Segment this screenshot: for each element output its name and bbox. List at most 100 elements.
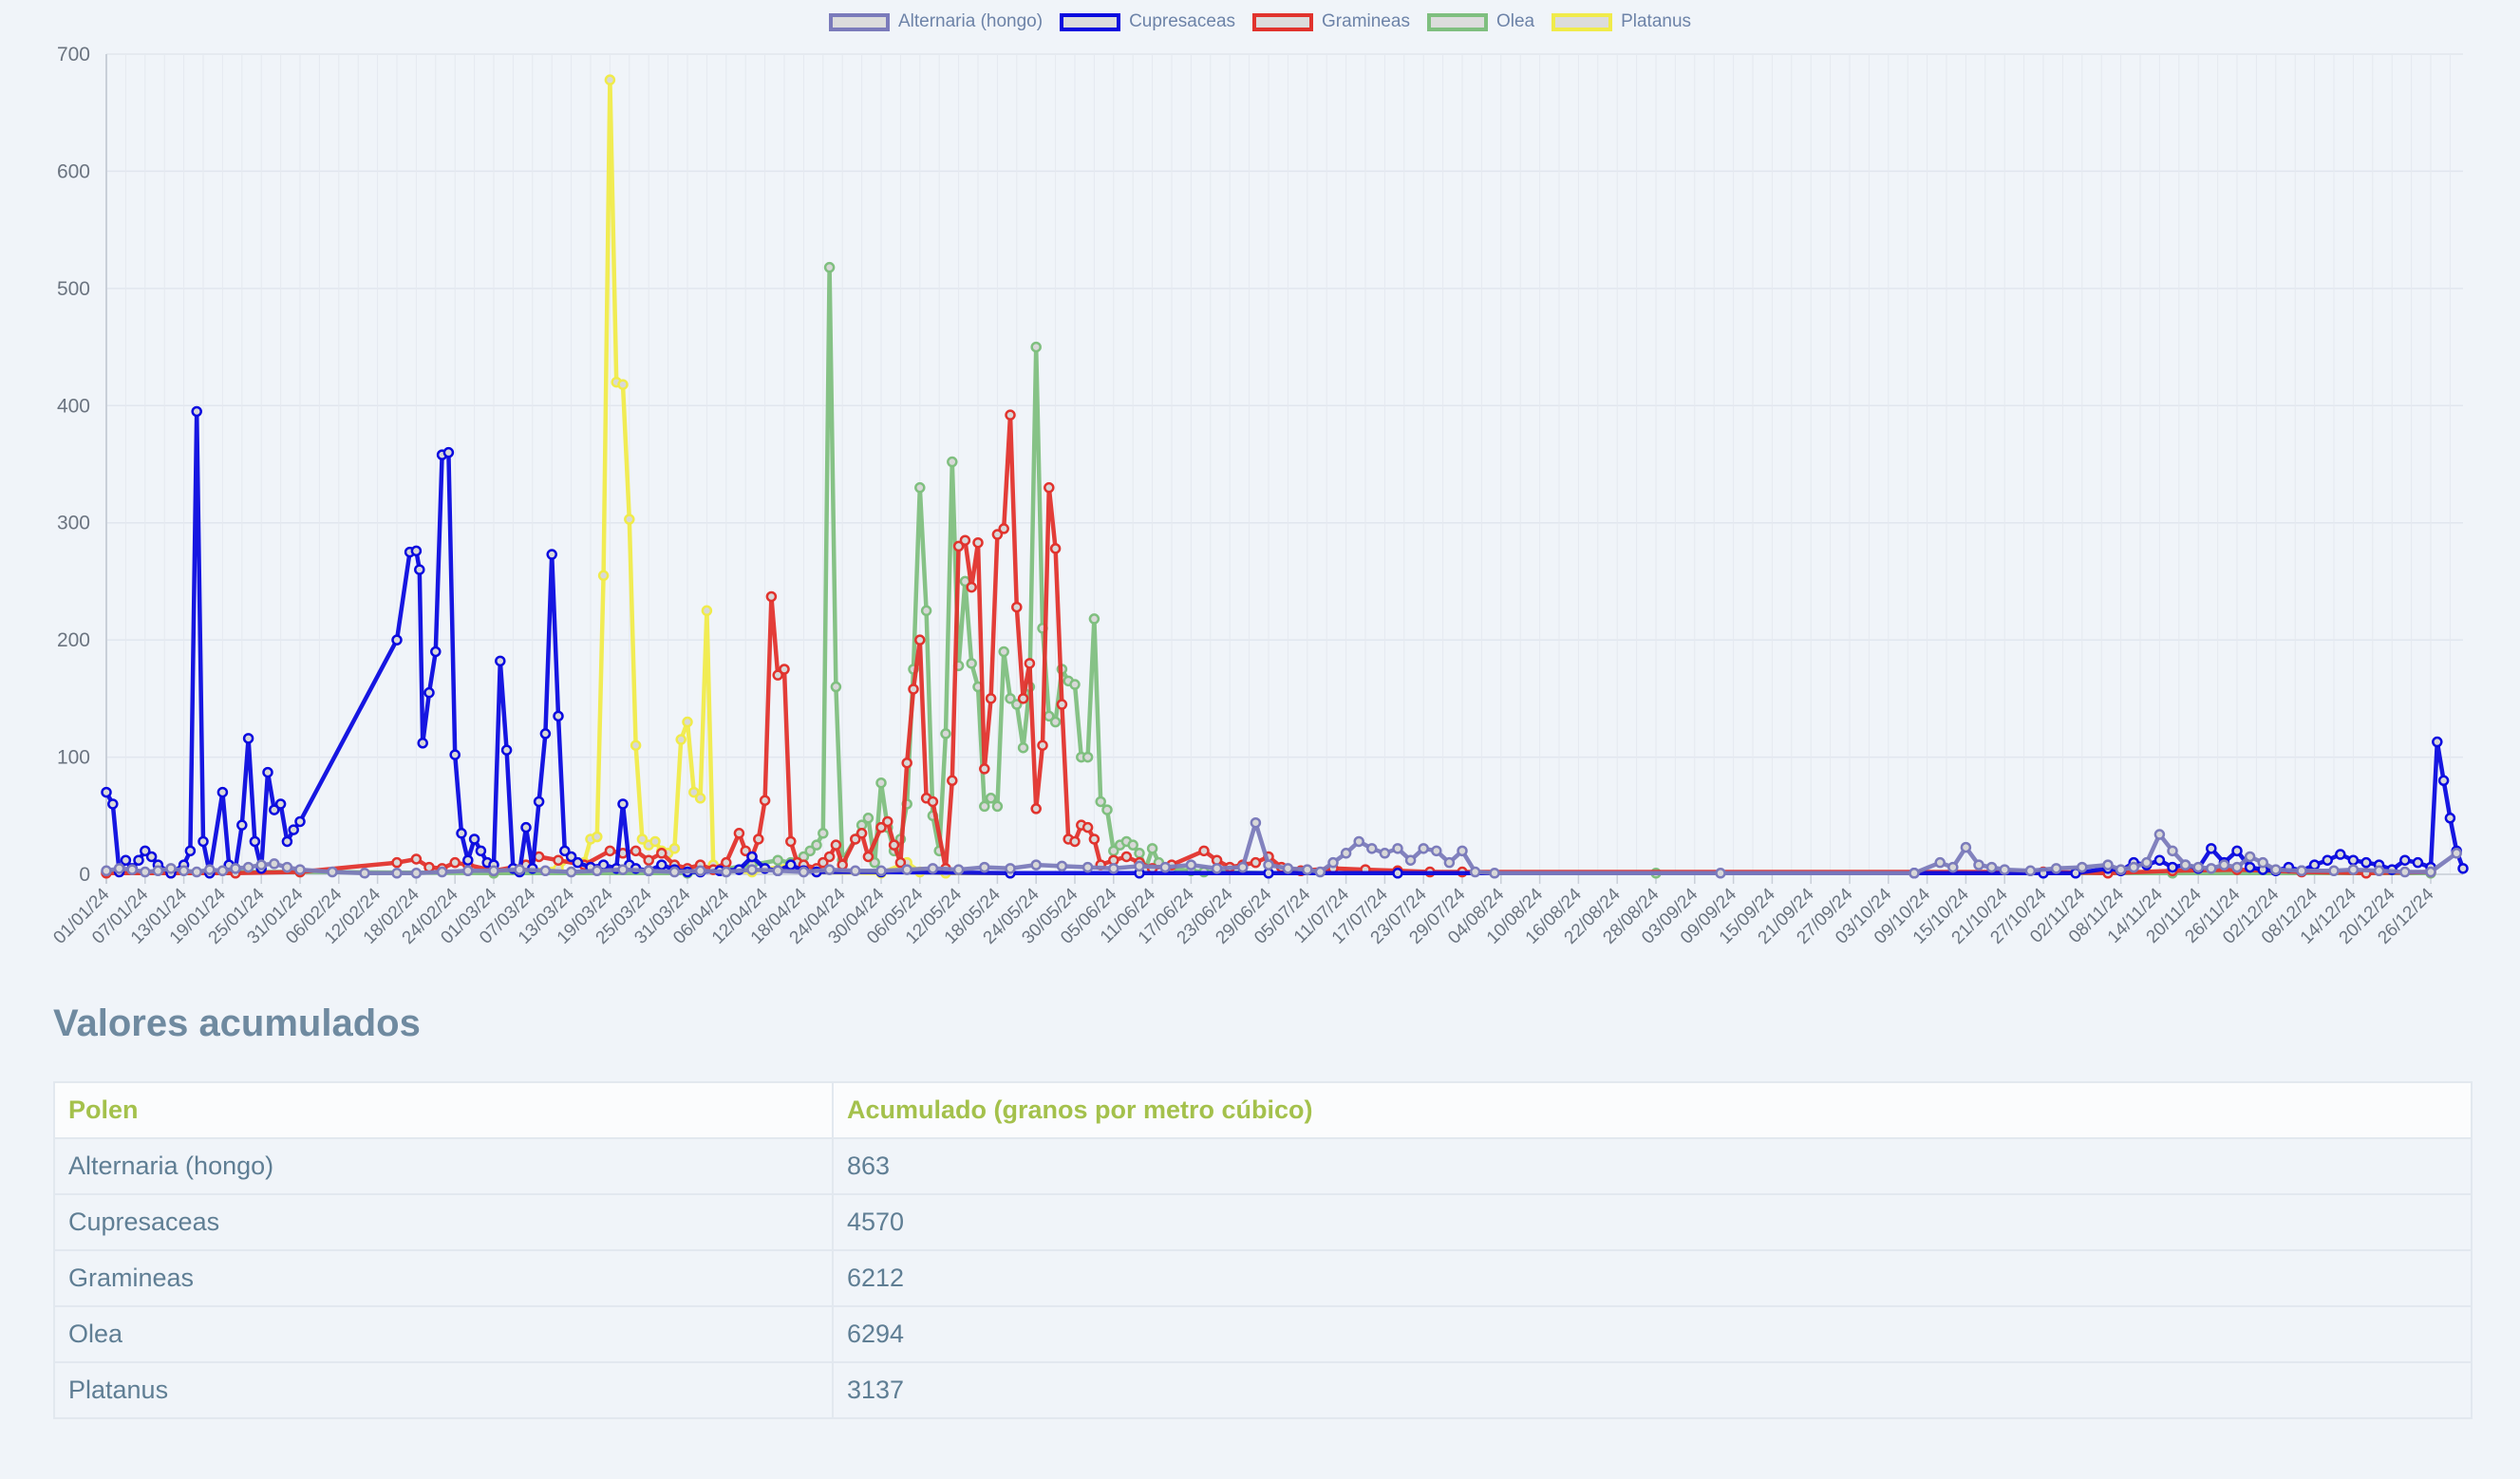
data-point [746,864,758,875]
data-point [391,856,403,869]
column-header-polen: Polen [53,1081,834,1139]
legend-swatch [1252,12,1314,31]
data-point [178,865,190,877]
data-point [2432,736,2443,748]
table-cell: Gramineas [53,1249,834,1307]
pollen-line-chart: 010020030040050060070001/01/2407/01/2413… [49,44,2469,948]
data-point [1469,866,1481,878]
data-point [785,859,797,871]
data-point [746,851,758,863]
data-point [2399,854,2411,866]
data-point [985,793,997,804]
data-point [2115,864,2127,875]
data-point [462,854,474,866]
data-point [779,664,790,675]
data-point [539,728,552,740]
data-point [875,777,887,789]
data-point [1049,543,1062,554]
data-point [972,536,984,549]
data-point [2360,856,2372,869]
data-point [113,863,125,874]
data-point [2244,851,2256,863]
data-point [1044,481,1055,494]
data-point [675,734,686,745]
data-point [1056,699,1068,710]
data-point [281,861,293,873]
data-point [998,646,1009,658]
data-point [572,856,584,869]
data-point [281,835,293,848]
data-point [449,749,461,760]
table-cell: 3137 [832,1361,2473,1419]
legend-item-cupresaceas[interactable]: Cupresaceas [1060,11,1235,32]
data-point [682,716,693,728]
data-point [2231,845,2243,857]
section-title: Valores acumulados [53,1002,421,1044]
data-point [133,854,144,866]
data-point [216,786,229,798]
data-point [701,605,713,617]
data-point [597,570,610,582]
data-point [1011,699,1023,710]
data-point [740,845,751,857]
table-cell: Olea [53,1305,834,1363]
legend-item-alternaria[interactable]: Alternaria (hongo) [828,11,1044,32]
data-point [862,851,874,863]
summary-table: Polen Acumulado (granos por metro cúbico… [53,1081,2473,1419]
data-point [643,865,654,877]
data-point [1392,868,1403,879]
data-point [1404,854,1417,866]
data-point [262,766,273,778]
data-point [2425,866,2436,878]
legend-item-olea[interactable]: Olea [1426,11,1534,32]
data-point [1211,863,1223,874]
data-point [785,835,797,848]
table-cell: 4570 [832,1193,2473,1251]
legend-label: Alternaria (hongo) [897,11,1044,31]
data-point [442,446,455,459]
data-point [2322,854,2333,866]
data-point [1069,679,1081,690]
data-point [495,655,506,667]
legend-item-gramineas[interactable]: Gramineas [1252,11,1410,32]
data-point [1185,859,1197,871]
data-point [1418,843,1429,854]
data-point [2451,848,2462,859]
data-point [391,868,403,879]
data-point [592,831,603,843]
data-point [2308,859,2321,871]
data-point [2412,856,2424,869]
data-point [914,481,926,494]
data-point [862,813,874,824]
data-point [269,858,280,870]
data-point [294,815,306,828]
legend-item-platanus[interactable]: Platanus [1551,11,1691,32]
data-point [1069,835,1081,848]
data-point [721,866,732,878]
data-point [2328,865,2340,877]
data-point [1282,863,1294,874]
data-point [1011,601,1023,613]
data-point [140,845,151,857]
data-point [462,865,474,877]
data-point [2347,864,2360,875]
data-point [624,514,635,525]
data-point [152,865,164,877]
y-tick-label: 400 [57,395,90,417]
data-point [830,839,842,851]
data-point [966,581,977,593]
data-point [759,795,771,806]
data-point [1263,859,1274,871]
data-point [2335,849,2346,860]
data-point [1973,859,1984,871]
data-point [592,865,603,877]
data-point [2437,775,2450,787]
table-row: Gramineas 6212 [53,1249,2473,1307]
data-point [1081,751,1094,763]
data-point [1017,741,1029,754]
data-point [1237,861,1249,873]
data-point [721,856,732,869]
data-point [2179,859,2191,871]
data-point [1005,409,1016,421]
data-point [2206,863,2217,874]
